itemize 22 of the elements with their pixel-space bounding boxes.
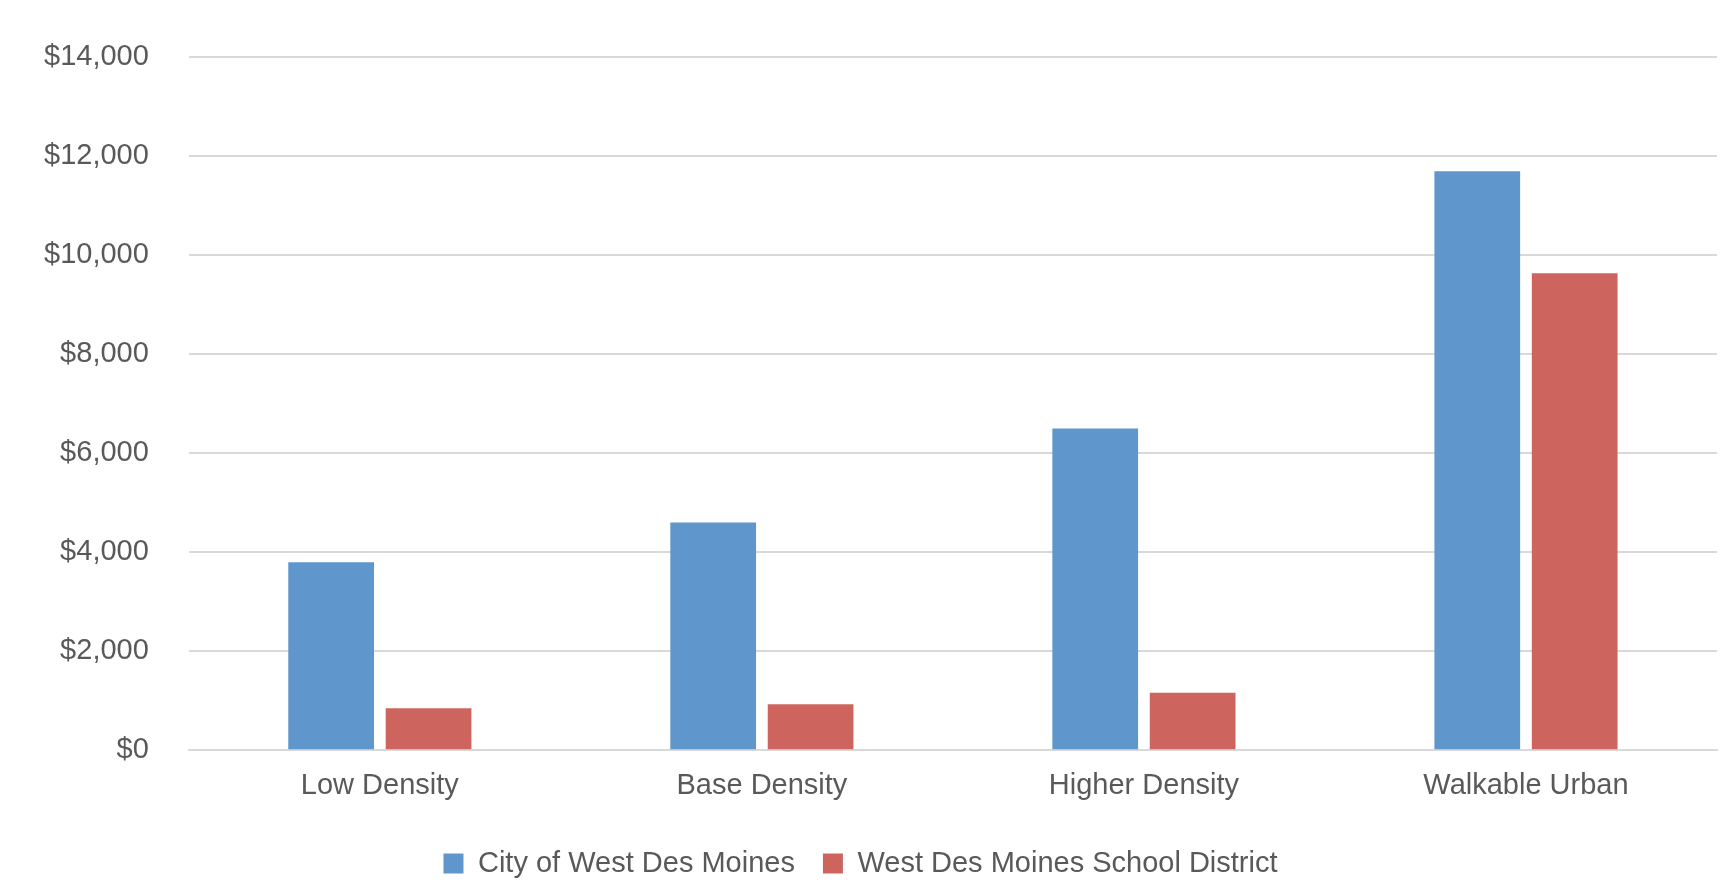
y-tick-label: $0 [116,732,149,765]
y-tick-label: $10,000 [44,237,149,270]
x-tick-label: Base Density [676,767,848,800]
x-tick-label: Low Density [300,767,460,800]
y-tick-label: $4,000 [60,534,149,567]
y-tick-label: $14,000 [44,39,149,72]
legend-label: West Des Moines School District [857,845,1278,878]
y-tick-label: $2,000 [60,633,149,666]
x-tick-label: Higher Density [1048,767,1240,800]
bar [385,708,472,750]
bar [1052,428,1139,750]
legend-label: City of West Des Moines [477,845,795,878]
bar [1434,171,1521,750]
y-tick-label: $12,000 [44,138,149,171]
y-tick-label: $8,000 [60,336,149,369]
bar [1531,273,1618,750]
bar [288,562,374,750]
bar [670,522,757,750]
x-tick-label: Walkable Urban [1423,767,1629,800]
bar [1149,692,1236,750]
bar [767,704,854,750]
y-tick-label: $6,000 [60,435,149,468]
